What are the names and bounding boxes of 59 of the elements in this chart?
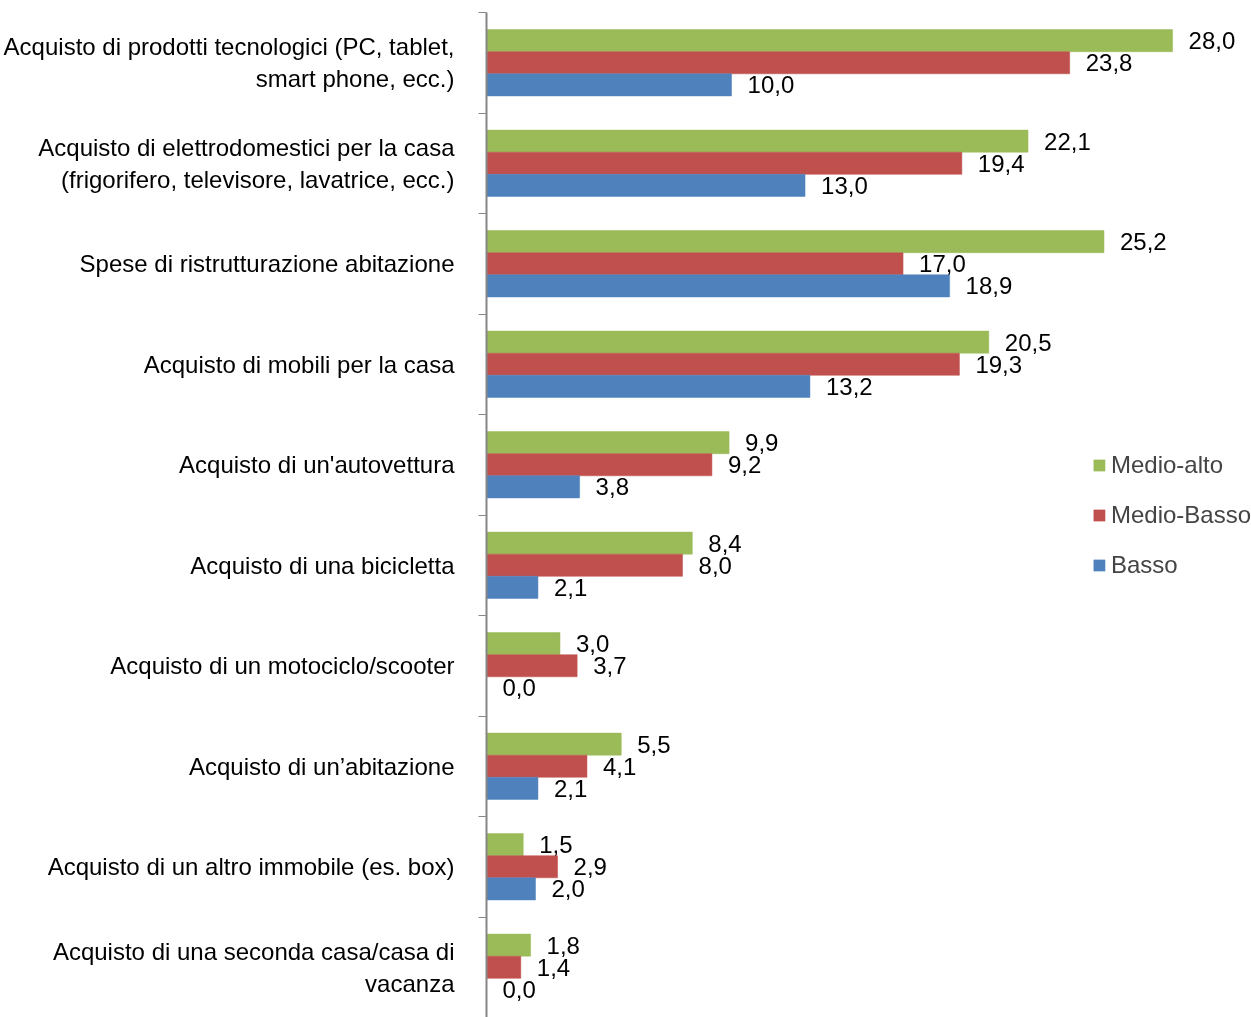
data-label: 0,0 (502, 674, 536, 702)
bar (486, 453, 713, 477)
bar (486, 475, 580, 499)
data-label: 23,8 (1085, 49, 1133, 77)
y-tick-label: Acquisto di mobili per la casa (143, 350, 456, 378)
y-tick-label: Spese di ristrutturazione abitazione (79, 250, 455, 278)
bar (486, 431, 730, 454)
bar (486, 51, 1070, 75)
bar (486, 877, 536, 901)
bar (486, 654, 578, 678)
bar (486, 252, 904, 276)
bar (486, 576, 539, 599)
bar (486, 330, 990, 354)
bar (486, 129, 1029, 153)
data-label: 10,0 (747, 71, 795, 99)
y-tick-label: Acquisto di un altro immobile (es. box) (47, 853, 455, 881)
data-label: 0,0 (502, 975, 536, 1003)
data-label: 13,2 (825, 372, 873, 400)
data-label: 19,4 (977, 149, 1025, 177)
bar (486, 833, 524, 856)
bar (486, 151, 963, 175)
y-tick-label: Acquisto di elettrodomestici per la casa (frigorifero, televisore, lavatrice, ecc.) (38, 133, 456, 193)
bar (486, 29, 1173, 52)
bar (486, 274, 950, 298)
bar (486, 632, 561, 655)
bar (486, 375, 811, 398)
y-tick-label: Acquisto di una seconda casa/casa di vacanza (52, 937, 456, 997)
bar (486, 754, 588, 778)
data-label: 2,1 (553, 774, 588, 802)
y-tick-label: Acquisto di un motociclo/scooter (110, 652, 455, 680)
data-label: 13,0 (821, 171, 868, 199)
bar (486, 553, 683, 577)
y-tick-label: Acquisto di un'autovettura (179, 451, 456, 479)
bar (486, 777, 539, 800)
legend-label: Medio-Basso (1110, 500, 1251, 529)
legend-label: Basso (1110, 550, 1178, 579)
bar (486, 174, 806, 197)
y-tick-label: Acquisto di un’abitazione (188, 752, 455, 780)
bar (486, 955, 522, 979)
bar (486, 531, 693, 555)
data-label: 5,5 (637, 730, 671, 758)
y-tick-label: Acquisto di una bicicletta (190, 551, 456, 579)
data-label: 28,0 (1188, 27, 1236, 55)
data-label: 4,1 (602, 752, 637, 780)
bar (486, 230, 1105, 253)
y-tick-label: Acquisto di prodotti tecnologici (PC, tablet, smart phone, ecc.) (3, 33, 455, 93)
data-label: 1,5 (539, 831, 573, 859)
data-label: 22,1 (1044, 127, 1091, 155)
bar (486, 933, 531, 957)
data-label: 18,9 (965, 272, 1013, 300)
data-label: 17,0 (919, 250, 966, 278)
data-label: 25,2 (1119, 228, 1167, 256)
legend-label: Medio-alto (1110, 450, 1223, 479)
bar (486, 73, 732, 97)
bar (486, 855, 558, 879)
data-label: 2,1 (553, 573, 588, 601)
bar (486, 352, 960, 376)
data-label: 3,8 (595, 473, 629, 501)
bar (486, 732, 622, 756)
